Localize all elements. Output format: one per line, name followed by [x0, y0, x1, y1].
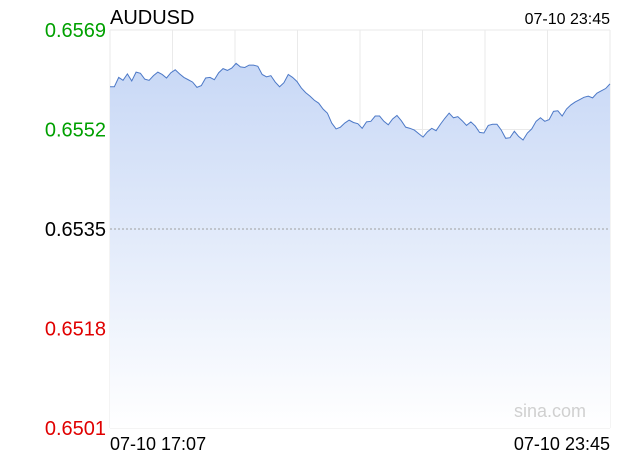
y-tick-label: 0.6569 — [45, 20, 106, 42]
sina-watermark: sina.com — [514, 401, 586, 421]
y-tick-label: 0.6518 — [45, 319, 106, 341]
last-update-time: 07-10 23:45 — [525, 11, 611, 28]
y-tick-label: 0.6552 — [45, 120, 106, 142]
y-tick-label: 0.6501 — [45, 418, 106, 440]
price-area-fill — [110, 63, 610, 429]
x-tick-start: 07-10 17:07 — [110, 434, 206, 454]
y-axis-ticks: 0.6569 0.6552 0.6535 0.6518 0.6501 — [45, 20, 106, 440]
chart-title: AUDUSD — [110, 7, 194, 29]
price-line — [110, 62, 611, 141]
x-tick-end: 07-10 23:45 — [514, 434, 610, 454]
y-tick-label: 0.6535 — [45, 219, 106, 241]
